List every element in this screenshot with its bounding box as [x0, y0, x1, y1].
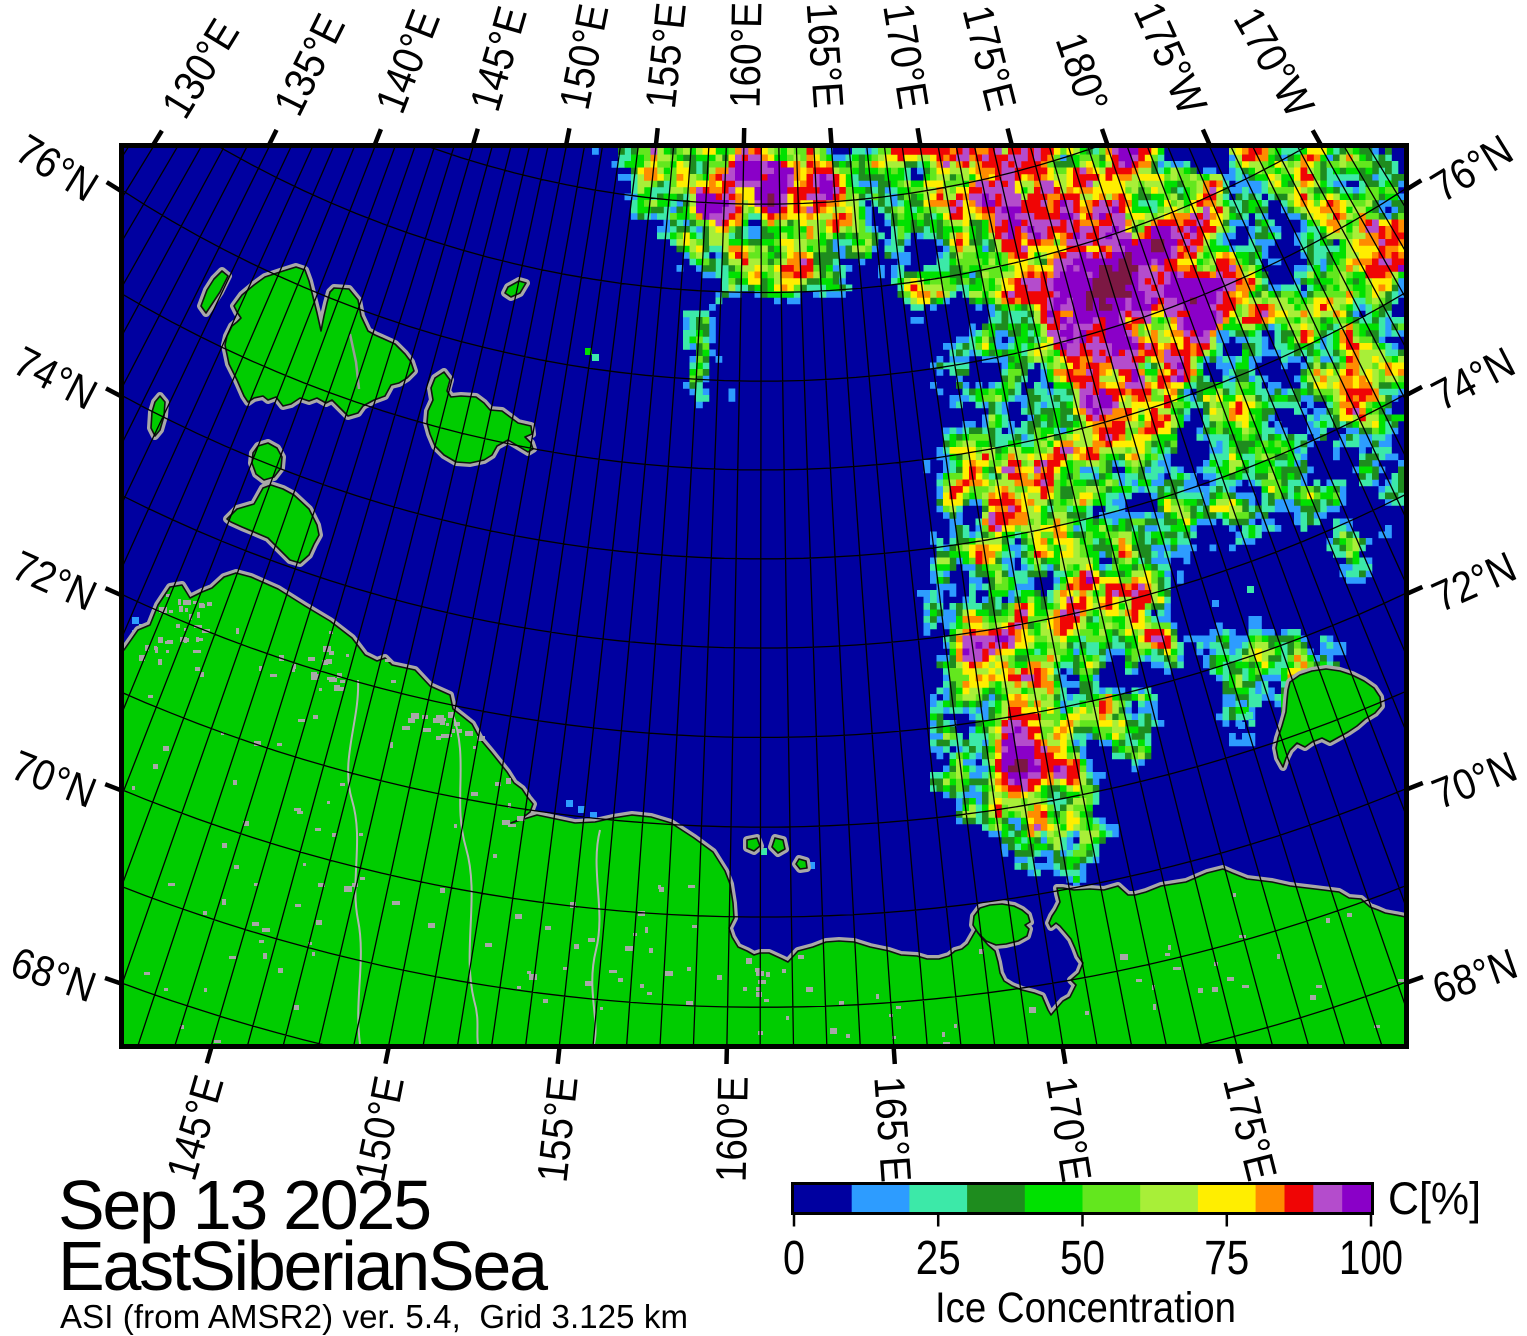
svg-text:25: 25	[916, 1232, 961, 1285]
svg-text:75: 75	[1204, 1232, 1249, 1285]
svg-text:155°E: 155°E	[529, 1074, 588, 1185]
svg-text:165°E: 165°E	[864, 1075, 919, 1184]
svg-text:160°E: 160°E	[708, 1076, 758, 1183]
svg-text:165°E: 165°E	[797, 1, 852, 110]
svg-text:ASI (from AMSR2) ver. 5.4, Gr: ASI (from AMSR2) ver. 5.4, Grid 3.125 km	[60, 1298, 688, 1335]
svg-text:Ice Concentration: Ice Concentration	[935, 1284, 1236, 1332]
svg-text:100: 100	[1339, 1232, 1403, 1285]
svg-text:0: 0	[783, 1232, 805, 1285]
svg-text:C[%]: C[%]	[1388, 1173, 1481, 1224]
svg-text:160°E: 160°E	[722, 2, 772, 109]
svg-text:Sep 13 2025: Sep 13 2025	[58, 1166, 432, 1244]
svg-text:50: 50	[1060, 1232, 1105, 1285]
svg-text:EastSiberianSea: EastSiberianSea	[58, 1227, 548, 1305]
svg-text:155°E: 155°E	[637, 0, 696, 111]
